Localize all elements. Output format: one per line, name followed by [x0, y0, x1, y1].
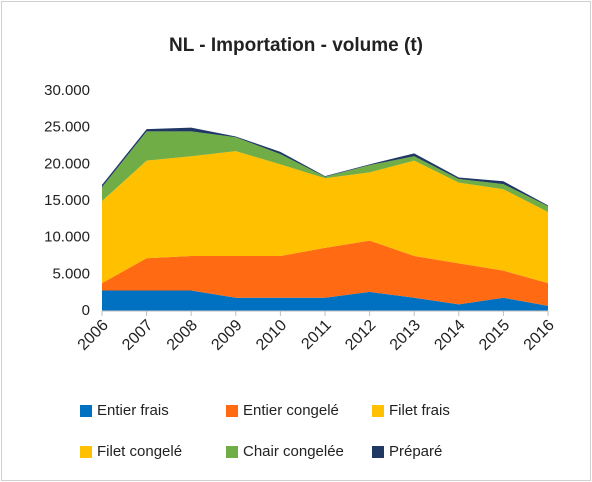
legend-swatch [226, 446, 238, 458]
legend-swatch [80, 446, 92, 458]
area [102, 290, 548, 311]
legend-swatch [80, 405, 92, 417]
area [102, 131, 548, 212]
area [102, 240, 548, 306]
legend-label: Filet frais [389, 402, 450, 419]
y-tick-label: 20.000 [44, 155, 90, 172]
legend-label: Préparé [389, 443, 442, 460]
legend-swatch [372, 446, 384, 458]
y-tick-label: 10.000 [44, 229, 90, 246]
y-tick-label: 0 [82, 302, 90, 319]
y-tick-label: 5.000 [52, 265, 90, 282]
legend-label: Entier frais [97, 402, 169, 419]
legend-label: Filet congelé [97, 443, 182, 460]
legend-swatch [372, 405, 384, 417]
y-tick-label: 15.000 [44, 192, 90, 209]
legend-label: Entier congelé [243, 402, 339, 419]
y-tick-label: 30.000 [44, 82, 90, 99]
area [102, 151, 548, 284]
y-tick-label: 25.000 [44, 119, 90, 136]
legend-label: Chair congelée [243, 443, 344, 460]
chart-title: NL - Importation - volume (t) [169, 35, 423, 56]
legend-swatch [226, 405, 238, 417]
